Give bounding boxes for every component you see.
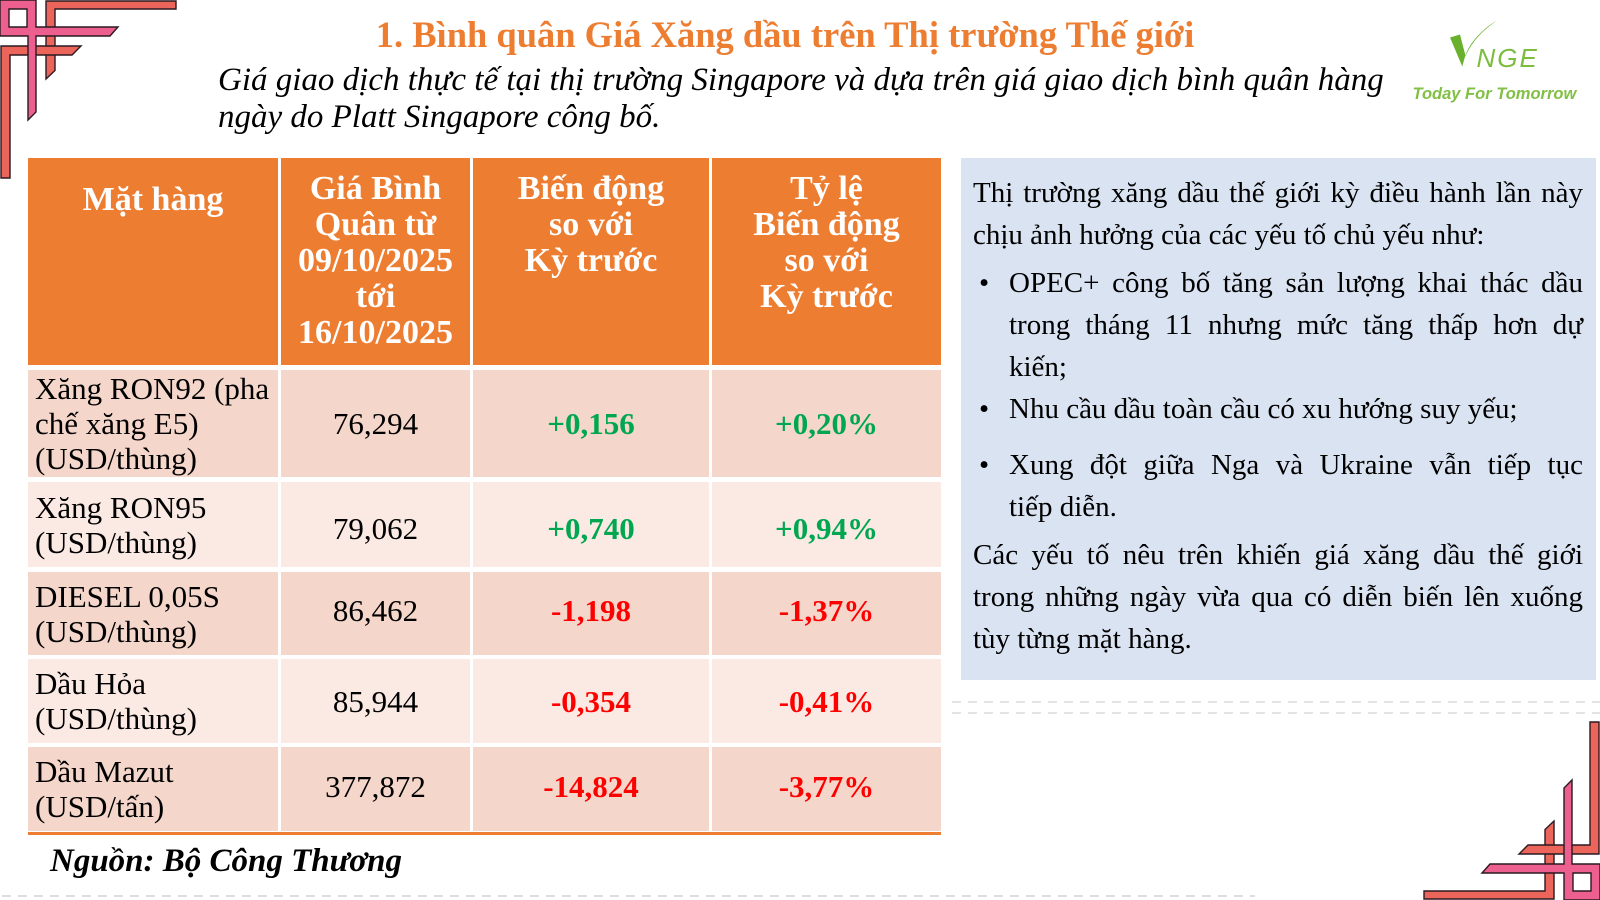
svg-text:NGE: NGE <box>1477 43 1539 73</box>
svg-text:Today For Tomorrow: Today For Tomorrow <box>1413 85 1578 103</box>
